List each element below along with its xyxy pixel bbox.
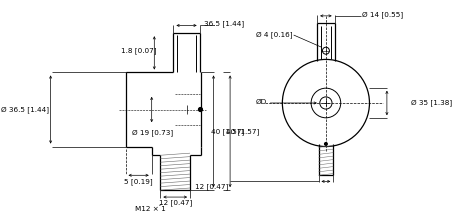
Text: 12 [0.47]: 12 [0.47] <box>159 199 192 206</box>
Text: Ø 36.5 [1.44]: Ø 36.5 [1.44] <box>1 106 49 113</box>
Text: 5 [0.19]: 5 [0.19] <box>124 178 153 185</box>
Text: Ø 35 [1.38]: Ø 35 [1.38] <box>411 99 453 106</box>
Text: 12 [0.47]: 12 [0.47] <box>195 183 228 190</box>
Text: 40 [1.57]: 40 [1.57] <box>211 128 244 135</box>
Text: 1.8 [0.07]: 1.8 [0.07] <box>121 47 156 54</box>
Text: Ø 19 [0.73]: Ø 19 [0.73] <box>132 129 173 136</box>
Text: Ø 14 [0.55]: Ø 14 [0.55] <box>361 12 403 19</box>
Text: 40 [1.57]: 40 [1.57] <box>226 128 259 135</box>
Text: ØD: ØD <box>255 99 267 105</box>
Circle shape <box>325 143 327 145</box>
Text: Ø 4 [0.16]: Ø 4 [0.16] <box>256 32 293 39</box>
Text: M12 × 1: M12 × 1 <box>135 206 165 212</box>
Text: 36.5 [1.44]: 36.5 [1.44] <box>204 20 244 27</box>
Circle shape <box>198 107 202 112</box>
